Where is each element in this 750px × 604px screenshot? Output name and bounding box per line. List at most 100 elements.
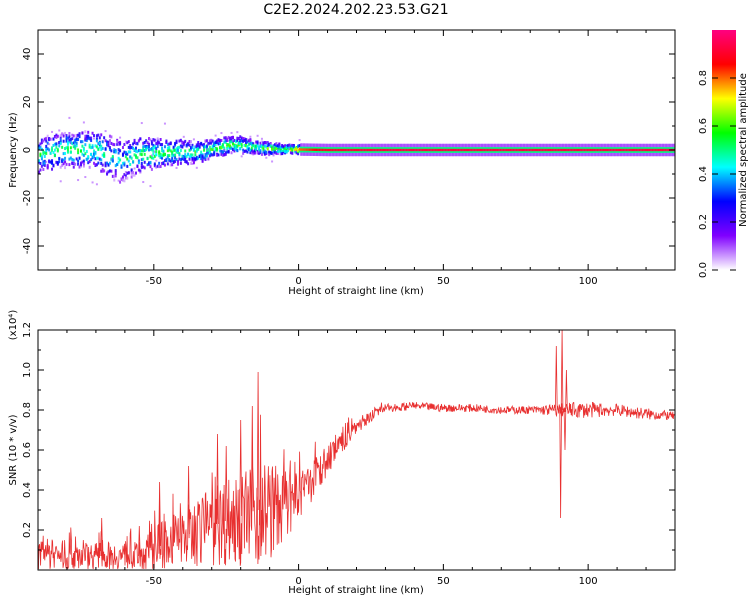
heat-cell — [472, 148, 475, 152]
heat-cell — [45, 147, 48, 151]
colorbar-tick-label: 0.6 — [698, 118, 709, 134]
heat-cell — [546, 148, 549, 152]
heat-cell — [181, 154, 184, 158]
heat-cell — [198, 155, 201, 159]
heat-cell — [369, 148, 372, 152]
heat-cell — [246, 150, 249, 154]
heat-cell — [101, 163, 104, 167]
heat-cell — [218, 138, 221, 142]
heat-cell — [295, 151, 298, 155]
heat-cell — [454, 148, 457, 152]
heat-cell — [66, 140, 69, 144]
heat-cell — [450, 148, 453, 152]
heat-cell — [69, 146, 72, 150]
heat-cell — [101, 140, 104, 144]
heat-cell — [74, 146, 77, 150]
heat-cell — [104, 164, 107, 168]
heat-cell — [134, 146, 137, 150]
heat-cell — [59, 133, 62, 137]
heat-cell — [55, 142, 58, 146]
heat-cell — [240, 143, 243, 147]
heat-cell — [91, 145, 94, 149]
colorbar-tick-label: 0.4 — [698, 166, 709, 182]
heat-cell — [298, 139, 301, 142]
heat-cell — [48, 143, 51, 146]
heat-cell — [65, 146, 68, 150]
heat-cell — [245, 149, 248, 153]
heat-cell — [39, 145, 42, 149]
heat-cell — [615, 148, 618, 152]
heat-cell — [123, 143, 126, 147]
heat-cell — [52, 163, 55, 167]
heat-cell — [74, 140, 77, 144]
heat-cell — [81, 131, 84, 135]
heat-cell — [123, 173, 126, 177]
heat-cell — [158, 161, 161, 165]
heat-cell — [250, 151, 253, 155]
heat-cell — [119, 142, 122, 146]
heat-cell — [88, 143, 91, 147]
heat-cell — [137, 168, 140, 172]
heat-cell — [75, 157, 78, 161]
heat-cell — [133, 148, 136, 152]
heat-cell — [314, 148, 317, 151]
heat-cell — [324, 148, 327, 152]
heat-cell — [90, 136, 93, 140]
heat-cell — [534, 148, 537, 152]
heat-cell — [174, 141, 177, 145]
heat-cell — [52, 143, 55, 147]
heat-cell — [95, 134, 98, 138]
heat-cell — [273, 143, 276, 147]
heat-cell — [191, 162, 194, 165]
heat-cell — [88, 160, 91, 164]
heat-cell — [127, 140, 130, 144]
heat-cell — [108, 161, 111, 165]
heat-cell — [146, 163, 149, 167]
heat-cell — [231, 140, 234, 143]
heat-cell — [408, 148, 411, 152]
heat-cell — [153, 146, 156, 150]
heat-cell — [544, 148, 547, 152]
heat-cell — [401, 148, 404, 152]
heat-cell — [194, 153, 197, 157]
heat-cell — [404, 148, 407, 152]
heat-cell — [223, 140, 226, 144]
heat-cell — [176, 162, 179, 166]
heat-cell — [382, 148, 385, 152]
heat-cell — [78, 135, 81, 139]
heat-cell — [43, 161, 46, 165]
heat-cell — [58, 129, 61, 132]
heat-cell — [200, 155, 203, 159]
heat-cell — [163, 145, 166, 149]
heat-cell — [61, 163, 64, 167]
heat-cell — [631, 148, 634, 152]
heat-cell — [230, 136, 233, 140]
heat-cell — [635, 148, 638, 152]
heat-cell — [276, 152, 279, 156]
heat-cell — [229, 140, 232, 144]
heat-cell — [651, 148, 654, 152]
heat-cell — [271, 151, 274, 155]
heat-cell — [184, 139, 187, 143]
heat-cell — [524, 148, 527, 152]
heat-cell — [278, 147, 281, 151]
heat-cell — [150, 154, 153, 157]
heat-cell — [227, 135, 230, 139]
heat-cell — [218, 142, 221, 146]
heat-cell — [275, 142, 278, 146]
heat-cell — [547, 148, 550, 152]
heat-cell — [166, 146, 169, 150]
heat-cell — [127, 150, 130, 154]
heat-cell — [226, 147, 229, 151]
heat-cell — [42, 140, 45, 143]
heat-cell — [87, 161, 90, 165]
heat-cell — [42, 167, 45, 171]
heat-cell — [165, 140, 168, 144]
heat-cell — [150, 146, 153, 150]
heat-cell — [159, 164, 162, 168]
heat-cell — [103, 169, 106, 173]
heat-cell — [347, 148, 350, 152]
heat-cell — [188, 154, 191, 158]
heat-cell — [420, 148, 423, 152]
